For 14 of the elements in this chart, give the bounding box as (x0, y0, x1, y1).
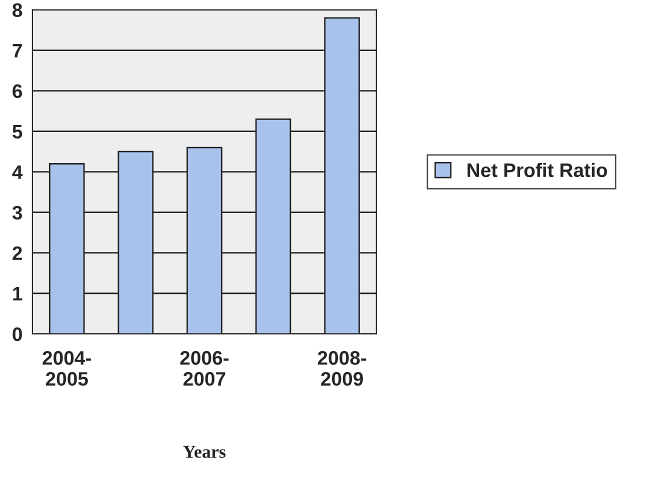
y-tick-label: 7 (12, 44, 22, 58)
y-tick-label: 6 (12, 84, 22, 98)
x-tick-label: 2004- 2005 (42, 351, 91, 386)
x-tick-label: 2008- 2009 (318, 351, 366, 386)
y-tick-label: 0 (12, 327, 22, 342)
y-tick-label: 3 (12, 206, 22, 220)
legend-label: Net Profit Ratio (468, 162, 608, 178)
x-tick-label: 2006- 2007 (180, 351, 229, 386)
y-tick-label: 5 (12, 125, 22, 139)
y-tick-label: 1 (13, 287, 22, 300)
y-tick-label: 4 (12, 166, 23, 179)
y-tick-label: 2 (12, 246, 22, 260)
y-tick-label: 8 (12, 3, 22, 18)
x-axis-title: Years (183, 446, 226, 458)
